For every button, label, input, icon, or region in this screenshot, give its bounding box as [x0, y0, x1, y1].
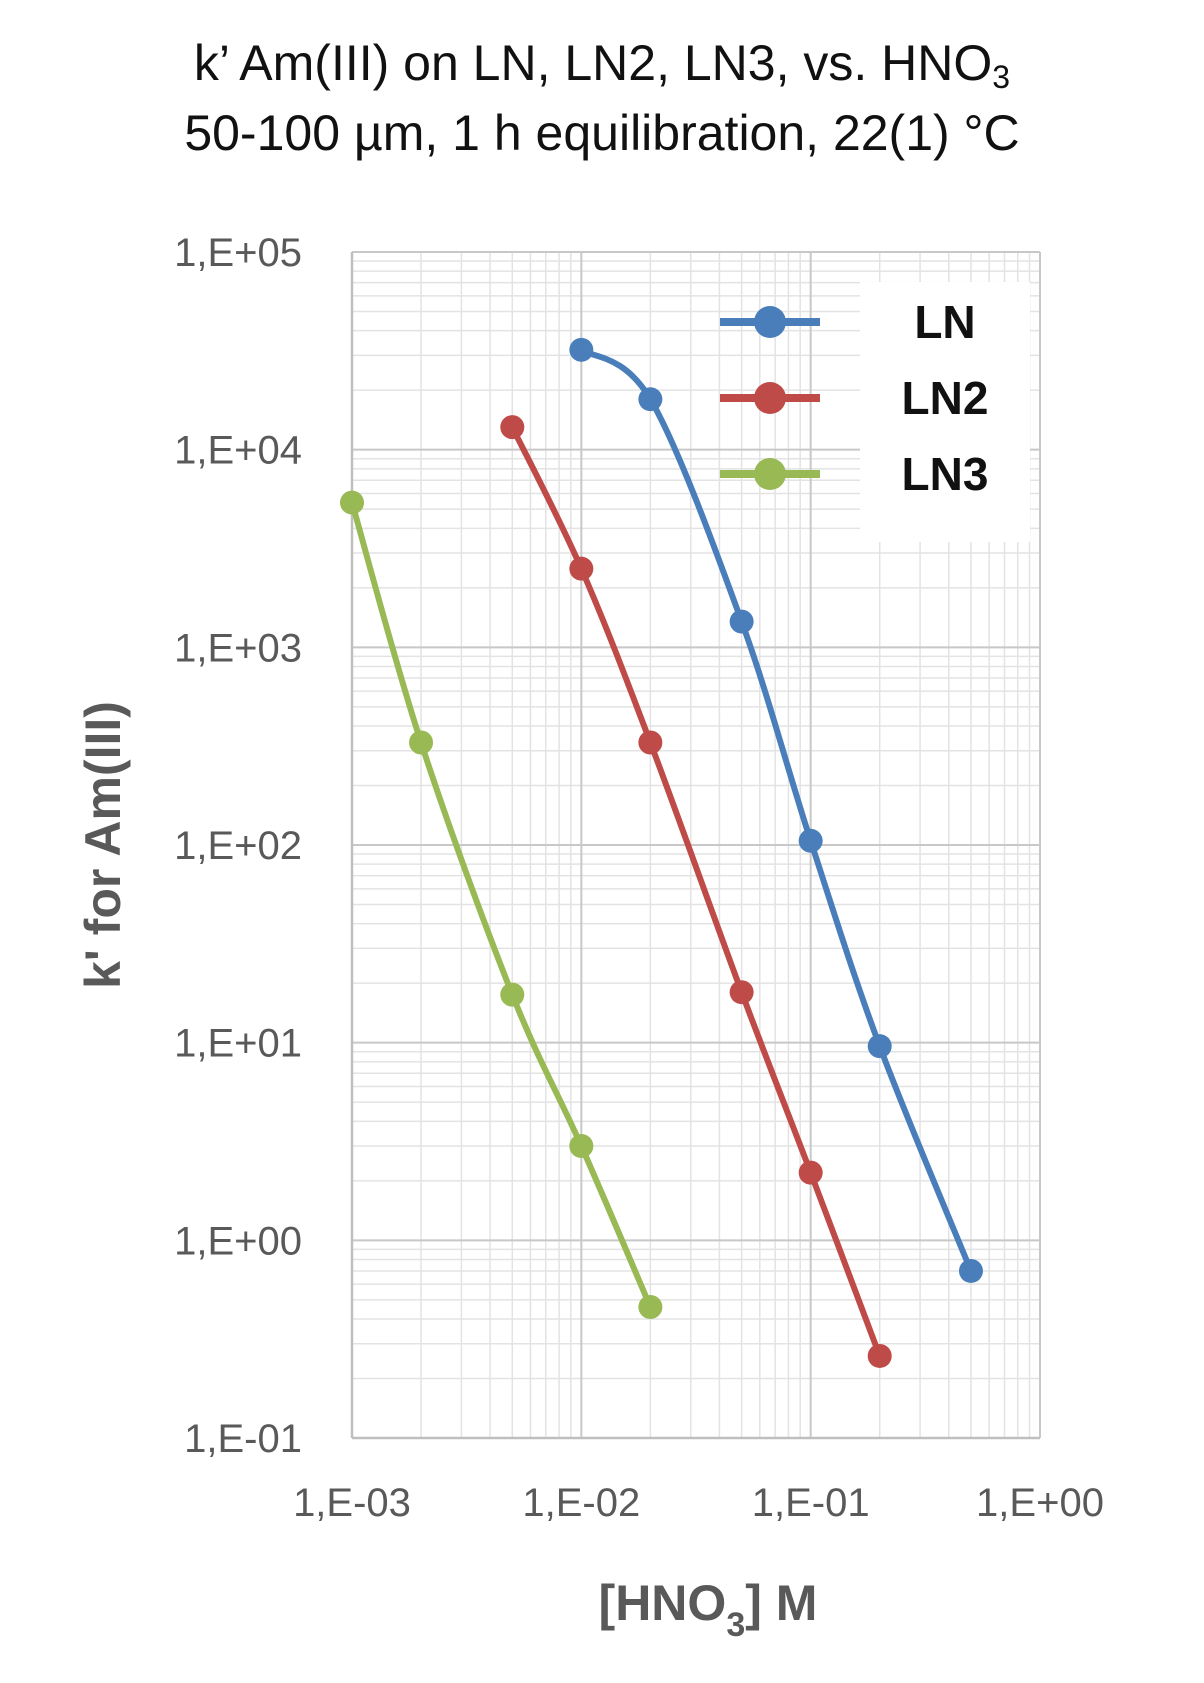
chart-title-line-1-subscript: 3 [992, 59, 1011, 95]
legend-marker-ln [754, 306, 786, 338]
y-tick-label: 1,E+02 [174, 824, 302, 868]
x-tick-label: 1,E-01 [752, 1481, 870, 1525]
data-point-ln [569, 337, 594, 362]
y-tick-label: 1,E+04 [174, 429, 302, 473]
legend: LN LN2 LN3 [720, 282, 1030, 542]
x-tick-labels: 1,E-03 1,E-02 1,E-01 1,E+00 [293, 1481, 1104, 1525]
data-point-ln2 [798, 1160, 823, 1185]
data-point-ln2 [867, 1343, 892, 1368]
data-point-ln3 [638, 1294, 663, 1319]
data-point-ln3 [409, 730, 434, 755]
data-point-ln2 [569, 556, 594, 581]
x-tick-label: 1,E+00 [976, 1481, 1104, 1525]
data-point-ln [867, 1034, 892, 1059]
data-point-ln3 [340, 490, 364, 515]
data-point-ln [638, 387, 663, 412]
x-axis-title-subscript: 3 [726, 1606, 745, 1644]
chart-title: k’ Am(III) on LN, LN2, LN3, vs. HNO3 50-… [0, 28, 1204, 168]
x-axis-title-tail: ] M [745, 1575, 817, 1631]
axes [350, 252, 1040, 1440]
data-point-ln2 [500, 415, 525, 440]
data-point-ln3 [569, 1134, 594, 1159]
y-tick-label: 1,E+03 [174, 626, 302, 670]
data-point-ln [958, 1258, 983, 1283]
data-point-ln3 [500, 982, 525, 1007]
x-axis-title: [HNO3] M [599, 1575, 818, 1644]
legend-marker-ln3 [754, 458, 786, 490]
y-axis-title: k' for Am(III) [75, 701, 131, 989]
series-points [340, 337, 983, 1368]
data-point-ln [729, 609, 754, 634]
data-point-ln [798, 828, 823, 853]
legend-marker-ln2 [754, 382, 786, 414]
y-tick-labels: 1,E-01 1,E+00 1,E+01 1,E+02 1,E+03 1,E+04 1,E+… [174, 231, 302, 1461]
x-tick-label: 1,E-03 [293, 1481, 411, 1525]
legend-label-ln2: LN2 [902, 372, 989, 424]
series-line-ln3 [349, 499, 654, 1310]
y-tick-label: 1,E+05 [174, 231, 302, 275]
legend-background [860, 282, 1030, 542]
chart-title-line-1-main: k’ Am(III) on LN, LN2, LN3, vs. HNO [193, 35, 993, 91]
y-tick-label: 1,E-01 [184, 1417, 302, 1461]
y-tick-label: 1,E+01 [174, 1022, 302, 1066]
legend-label-ln: LN [914, 296, 975, 348]
y-tick-label: 1,E+00 [174, 1219, 302, 1263]
x-tick-label: 1,E-02 [522, 1481, 640, 1525]
data-point-ln2 [638, 730, 663, 755]
legend-label-ln3: LN3 [902, 448, 989, 500]
data-point-ln2 [729, 980, 754, 1005]
x-axis-title-main: [HNO [599, 1575, 727, 1631]
chart-title-line-2: 50-100 µm, 1 h equilibration, 22(1) °C [184, 105, 1020, 161]
chart-title-line-1: k’ Am(III) on LN, LN2, LN3, vs. HNO3 [0, 28, 1204, 98]
